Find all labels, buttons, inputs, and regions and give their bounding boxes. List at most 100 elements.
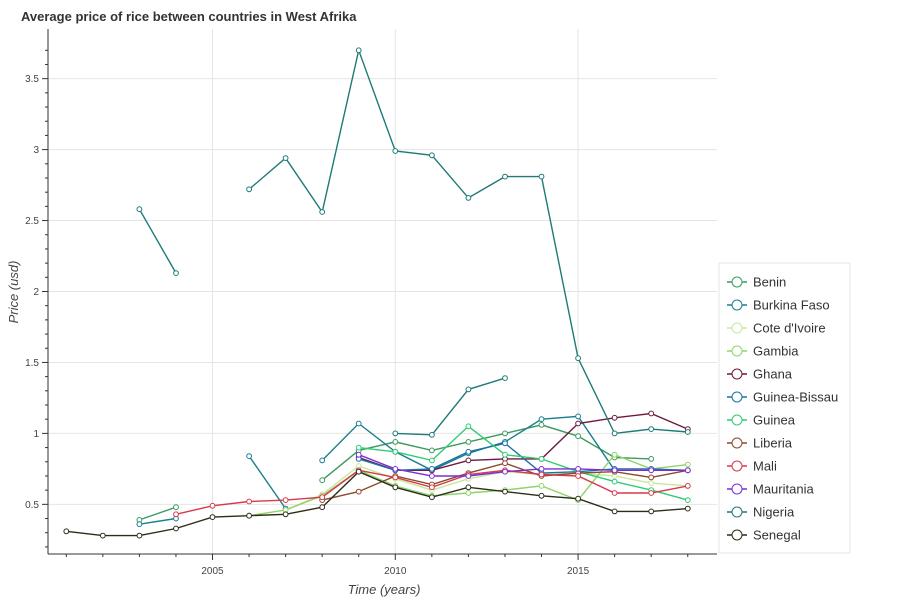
series-line — [358, 454, 688, 477]
data-point — [392, 466, 399, 472]
legend-swatch-marker — [731, 414, 743, 426]
data-point — [575, 413, 581, 420]
data-point — [173, 504, 179, 511]
data-point — [611, 490, 618, 496]
series-line — [395, 377, 506, 436]
data-point — [538, 422, 545, 428]
data-point — [173, 525, 179, 532]
data-point — [246, 453, 253, 460]
data-point — [575, 355, 581, 362]
data-point — [648, 474, 655, 481]
data-point — [648, 456, 655, 462]
data-point — [355, 47, 362, 54]
data-point — [648, 467, 655, 474]
legend-item: Mauritania — [727, 482, 814, 497]
data-point — [429, 447, 435, 454]
data-point — [648, 508, 655, 515]
data-point — [282, 497, 289, 504]
data-point — [465, 448, 472, 455]
data-point — [136, 521, 143, 528]
data-point — [465, 439, 472, 445]
series-line — [358, 442, 688, 474]
series-line — [358, 425, 688, 501]
legend-box — [718, 262, 851, 554]
data-point — [319, 477, 326, 484]
data-point — [465, 484, 472, 491]
data-point — [465, 473, 472, 479]
data-point — [611, 414, 618, 421]
data-point — [648, 410, 655, 417]
data-point — [611, 478, 618, 485]
data-point — [282, 511, 289, 518]
data-point — [136, 532, 143, 539]
legend-label: Senegal — [753, 528, 801, 543]
series-line — [66, 470, 688, 537]
y-tick-label: 3 — [33, 145, 39, 156]
legend-swatch-marker — [731, 391, 743, 403]
data-point — [429, 473, 435, 479]
data-point — [465, 490, 472, 496]
data-point — [575, 420, 581, 427]
data-point — [611, 508, 618, 515]
axes: 2005 2010 2015 0.5 1 1.5 2 2.5 3 3.5 — [25, 29, 717, 577]
data-point — [538, 466, 545, 472]
data-point — [355, 488, 362, 495]
data-point — [684, 461, 691, 468]
legend-label: Cote d'Ivoire — [753, 321, 826, 336]
data-point — [319, 457, 326, 464]
data-point — [173, 511, 179, 518]
legend-item: Senegal — [727, 528, 801, 543]
data-point — [465, 195, 472, 201]
data-point — [502, 430, 508, 437]
data-point — [538, 456, 545, 462]
legend-swatch-marker — [731, 299, 743, 311]
data-point — [99, 532, 106, 539]
data-point — [355, 420, 362, 427]
legend-swatch-marker — [731, 460, 743, 472]
data-point — [429, 152, 435, 159]
series-line — [321, 424, 652, 481]
y-tick-label: 3.5 — [25, 74, 39, 85]
legend: Benin Burkina Faso Cote d'Ivoire Gambia Ghan… — [718, 262, 851, 554]
data-point — [136, 206, 143, 213]
data-point — [502, 173, 508, 180]
legend-label: Benin — [753, 275, 786, 290]
legend-swatch-marker — [731, 276, 743, 288]
data-point — [319, 504, 326, 511]
data-point — [648, 480, 655, 487]
data-point — [684, 505, 691, 512]
data-point — [246, 512, 253, 519]
y-tick-label: 2 — [33, 287, 39, 298]
data-point — [575, 495, 581, 502]
data-point — [392, 148, 399, 154]
data-point — [575, 466, 581, 472]
data-point — [319, 209, 326, 215]
data-point — [575, 473, 581, 479]
legend-swatch-marker — [731, 322, 743, 334]
legend-item: Nigeria — [727, 505, 795, 520]
legend-swatch-marker — [731, 529, 743, 541]
data-point — [63, 528, 70, 535]
series-line — [139, 506, 177, 521]
series-senegal — [63, 468, 691, 539]
y-tick-label: 1.5 — [25, 358, 39, 369]
x-tick-label: 2010 — [384, 566, 407, 577]
legend-label: Mali — [753, 459, 777, 474]
chart-title: Average price of rice between countries … — [21, 9, 357, 24]
data-point — [611, 451, 618, 458]
data-point — [502, 451, 508, 458]
data-point — [392, 448, 399, 455]
legend-item: Mali — [727, 459, 777, 474]
legend-label: Mauritania — [753, 482, 814, 497]
data-point — [502, 488, 508, 495]
data-point — [502, 440, 508, 447]
data-point — [392, 430, 399, 437]
x-tick-label: 2015 — [567, 566, 590, 577]
data-point — [392, 439, 399, 445]
data-point — [502, 375, 508, 382]
data-point — [429, 457, 435, 464]
data-point — [465, 386, 472, 393]
legend-item: Benin — [727, 275, 786, 290]
series-lines — [63, 47, 691, 539]
